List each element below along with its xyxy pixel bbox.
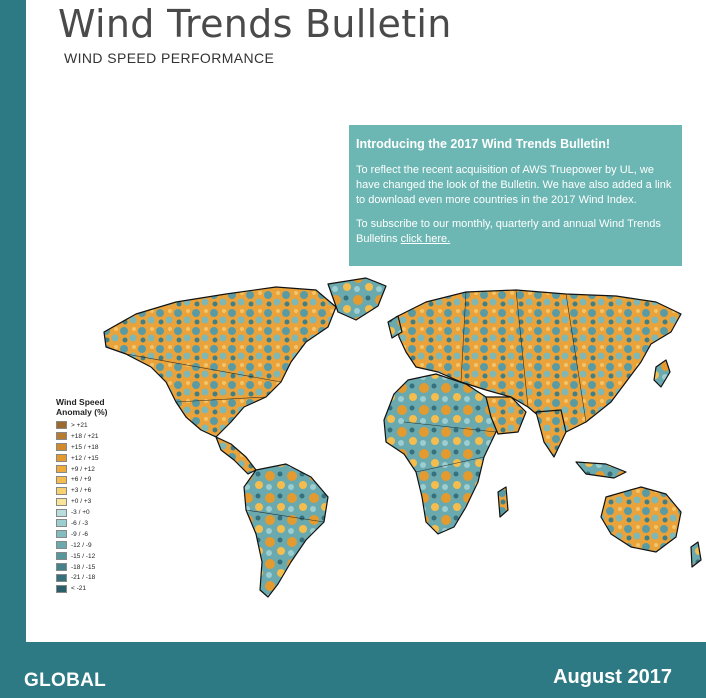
page-title: Wind Trends Bulletin — [58, 2, 452, 46]
legend-swatch — [56, 432, 67, 441]
legend-item: -21 / -18 — [56, 572, 136, 583]
legend-item: +6 / +9 — [56, 474, 136, 485]
legend-rows: > +21 +18 / +21 +15 / +18 +12 / +15 +9 / +12… — [56, 420, 136, 594]
legend-label: +12 / +15 — [71, 454, 99, 462]
legend-swatch — [56, 519, 67, 528]
legend-swatch — [56, 443, 67, 452]
legend-swatch — [56, 541, 67, 550]
legend-item: +3 / +6 — [56, 485, 136, 496]
legend-label: -15 / -12 — [71, 552, 96, 560]
announcement-box: Introducing the 2017 Wind Trends Bulleti… — [349, 125, 682, 266]
new-zealand — [690, 541, 702, 568]
legend-item: +15 / +18 — [56, 442, 136, 453]
japan — [653, 359, 671, 388]
announcement-paragraph: To reflect the recent acquisition of AWS… — [356, 164, 672, 206]
subscribe-text: To subscribe to our monthly, quarterly a… — [356, 218, 661, 245]
legend-swatch — [56, 508, 67, 517]
north-america — [103, 286, 337, 438]
legend-label: -3 / +0 — [71, 509, 90, 517]
legend-label: +15 / +18 — [71, 443, 99, 451]
legend-label: +6 / +9 — [71, 476, 92, 484]
legend-item: +0 / +3 — [56, 496, 136, 507]
legend-label: +3 / +6 — [71, 487, 92, 495]
greenland — [327, 277, 387, 321]
legend-label: > +21 — [71, 421, 88, 429]
legend-item: -15 / -12 — [56, 551, 136, 562]
legend-item: < -21 — [56, 583, 136, 594]
indonesia — [575, 461, 627, 479]
legend-item: -9 / -6 — [56, 529, 136, 540]
announcement-heading: Introducing the 2017 Wind Trends Bulleti… — [356, 137, 611, 151]
legend-label: -18 / -15 — [71, 563, 96, 571]
australia — [600, 486, 682, 553]
legend-item: +12 / +15 — [56, 453, 136, 464]
subscribe-paragraph: To subscribe to our monthly, quarterly a… — [356, 217, 676, 247]
madagascar — [497, 486, 509, 518]
legend-swatch — [56, 584, 67, 593]
world-wind-anomaly-map — [103, 277, 702, 598]
legend-label: -21 / -18 — [71, 574, 96, 582]
legend-item: +18 / +21 — [56, 431, 136, 442]
legend-item: -6 / -3 — [56, 518, 136, 529]
legend-swatch — [56, 497, 67, 506]
legend-label: < -21 — [71, 585, 86, 593]
bulletin-page: Wind Trends Bulletin WIND SPEED PERFORMA… — [26, 0, 706, 642]
legend-swatch — [56, 421, 67, 430]
central-america — [215, 436, 257, 475]
legend-item: +9 / +12 — [56, 464, 136, 475]
arabia — [485, 396, 527, 435]
legend-item: -3 / +0 — [56, 507, 136, 518]
subscribe-link[interactable]: click here. — [400, 233, 451, 245]
footer-region: GLOBAL — [24, 670, 107, 691]
legend-label: -9 / -6 — [71, 530, 88, 538]
legend-label: +9 / +12 — [71, 465, 95, 473]
legend-swatch — [56, 465, 67, 473]
india — [535, 409, 567, 458]
legend-unit: Anomaly (%) — [56, 407, 108, 417]
legend-swatch — [56, 573, 67, 582]
legend-swatch — [56, 486, 67, 495]
page-subtitle: WIND SPEED PERFORMANCE — [64, 50, 275, 66]
legend-swatch — [56, 552, 67, 561]
british-isles — [387, 315, 403, 339]
footer-date: August 2017 — [553, 666, 672, 688]
legend-item: -18 / -15 — [56, 562, 136, 573]
legend-swatch — [56, 563, 67, 572]
legend-item: > +21 — [56, 420, 136, 431]
legend-title: Wind Speed — [56, 397, 105, 407]
legend-swatch — [56, 475, 67, 484]
legend-label: +18 / +21 — [71, 432, 99, 440]
legend-label: -12 / -9 — [71, 541, 92, 549]
legend-swatch — [56, 454, 67, 463]
map-legend: Wind Speed Anomaly (%) > +21 +18 / +21 +15… — [56, 397, 136, 594]
legend-label: -6 / -3 — [71, 519, 88, 527]
legend-swatch — [56, 530, 67, 539]
legend-label: +0 / +3 — [71, 498, 92, 506]
legend-item: -12 / -9 — [56, 540, 136, 551]
south-america — [243, 463, 329, 598]
